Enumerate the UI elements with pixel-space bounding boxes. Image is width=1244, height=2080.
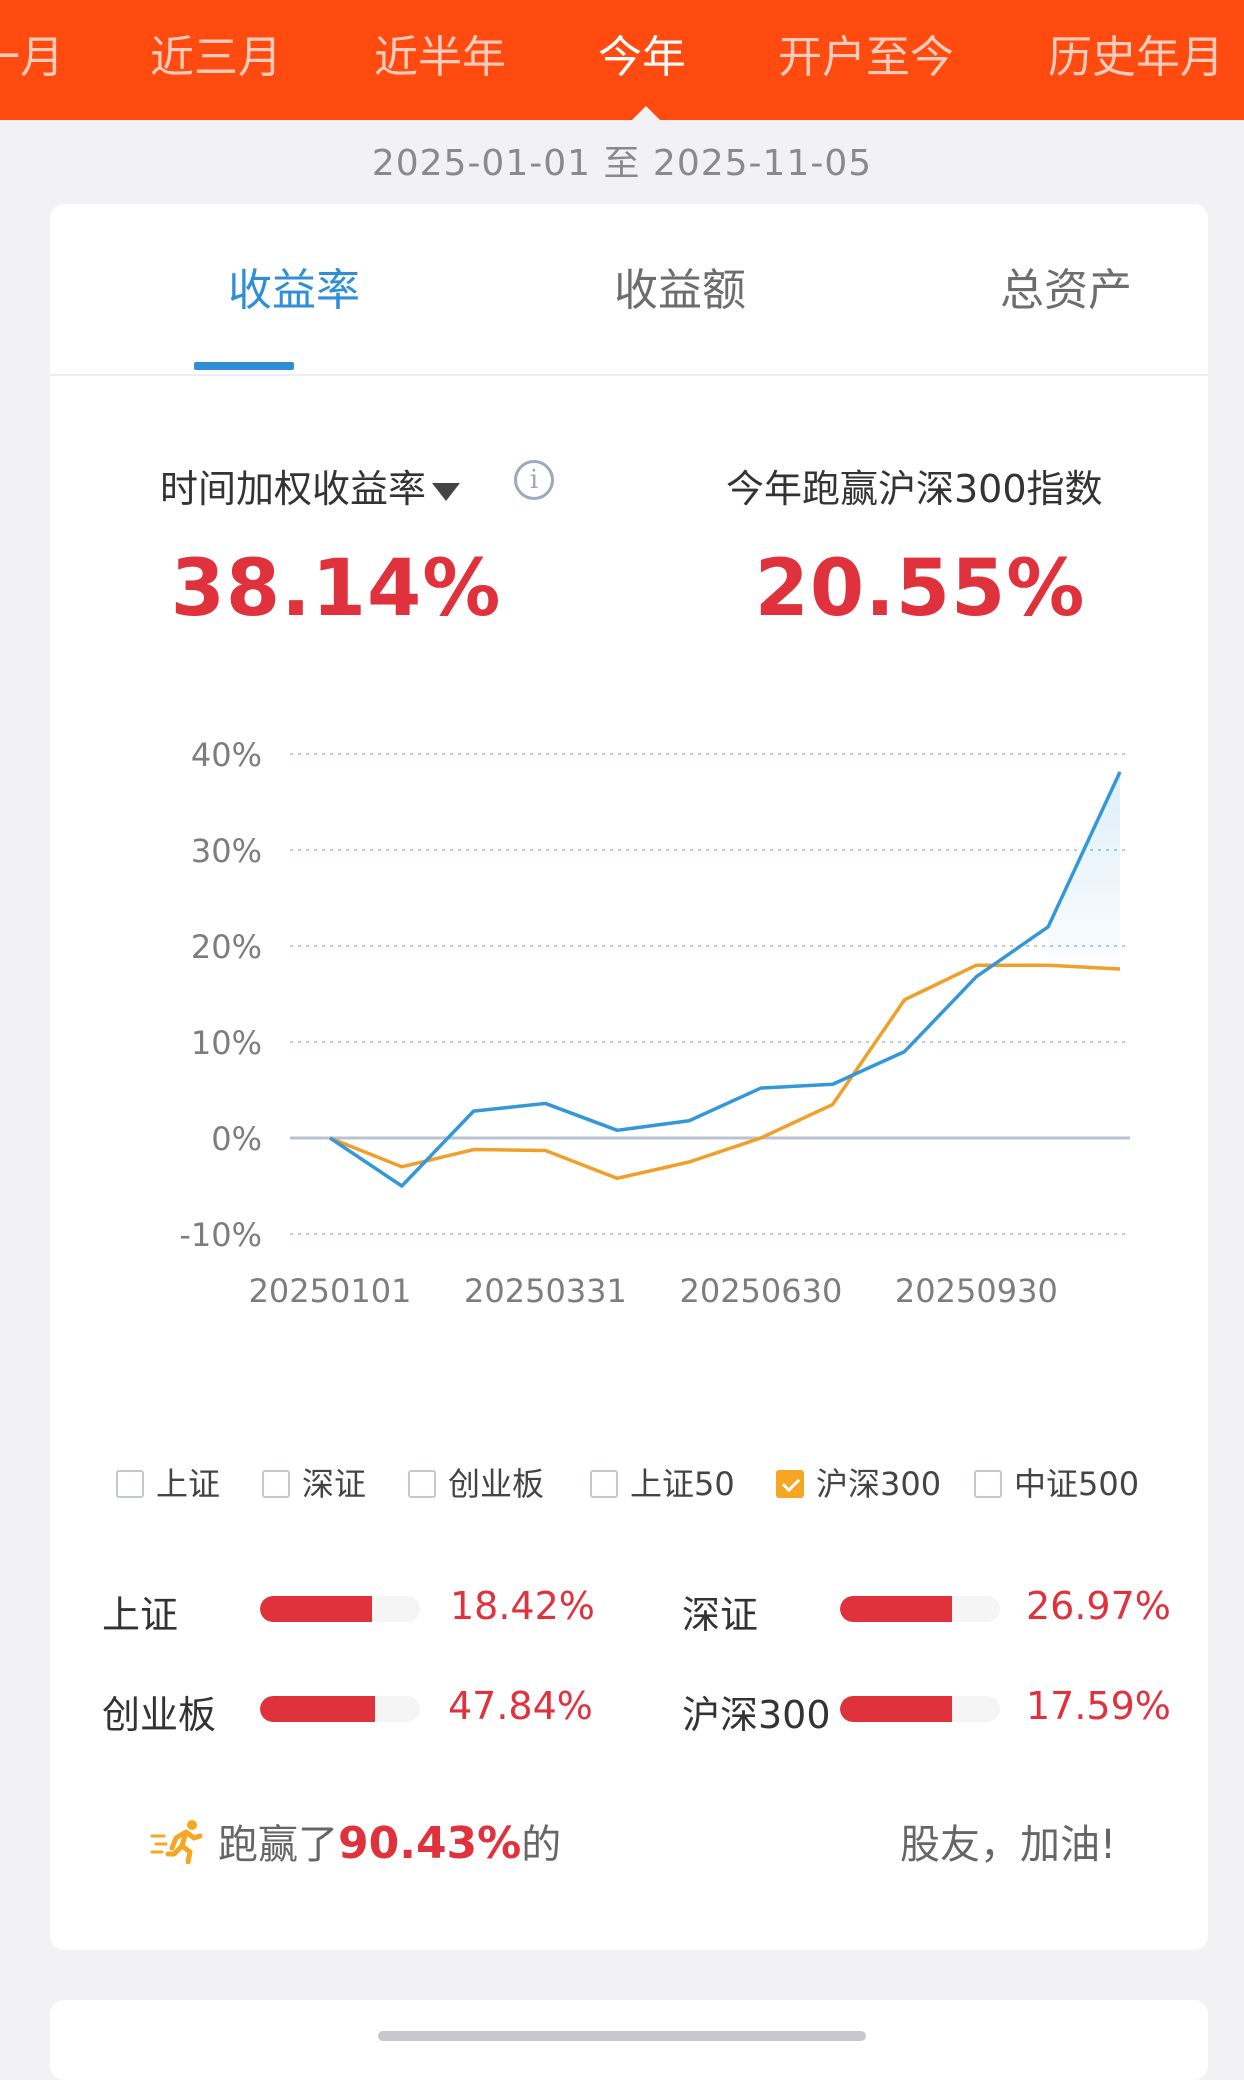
index-name-csi300: 沪深300 xyxy=(682,1693,831,1737)
y-tick-label: 20% xyxy=(191,928,262,966)
period-tab-bar: 一月 近三月 近半年 今年 开户至今 历史年月 xyxy=(0,0,1244,120)
legend-label: 深证 xyxy=(302,1465,367,1503)
legend-csi300[interactable]: 沪深300 xyxy=(776,1466,941,1502)
index-bar-shenzhen xyxy=(840,1596,1000,1622)
beat-percent: 90.43% xyxy=(338,1818,522,1869)
returns-card: 收益率 收益额 总资产 时间加权收益率 i 今年跑赢沪深300指数 38.14%… xyxy=(50,204,1208,1950)
index-name-shenzhen: 深证 xyxy=(682,1593,759,1637)
index-name-shanghai: 上证 xyxy=(102,1593,179,1637)
tab-half-year[interactable]: 近半年 xyxy=(374,32,506,83)
series-line xyxy=(329,771,1122,1188)
tab-divider xyxy=(50,374,1208,376)
legend-label: 中证500 xyxy=(1014,1465,1140,1503)
checkbox-checked-icon xyxy=(776,1470,804,1498)
index-bar-fill xyxy=(260,1696,376,1722)
beat-prefix: 跑赢了 xyxy=(218,1822,338,1868)
return-type-selector[interactable]: 时间加权收益率 xyxy=(160,458,461,513)
beat-index-value: 20.55% xyxy=(754,544,1086,634)
index-bar-fill xyxy=(840,1596,952,1622)
tab-three-months[interactable]: 近三月 xyxy=(150,32,282,83)
beat-percentile-text: 跑赢了90.43%的 xyxy=(218,1812,561,1870)
checkbox-icon xyxy=(590,1470,618,1498)
index-value-shanghai: 18.42% xyxy=(450,1584,595,1628)
dropdown-triangle-icon xyxy=(432,482,461,501)
legend-label: 上证 xyxy=(156,1465,221,1503)
info-icon[interactable]: i xyxy=(514,460,554,500)
index-value-csi300: 17.59% xyxy=(1026,1684,1171,1728)
tab-return-rate[interactable]: 收益率 xyxy=(228,265,360,316)
home-indicator xyxy=(378,2031,866,2041)
x-tick-label: 20250930 xyxy=(895,1272,1058,1310)
tab-total-assets[interactable]: 总资产 xyxy=(1000,265,1132,316)
y-tick-label: 30% xyxy=(191,832,262,870)
excess-return-area xyxy=(1048,771,1120,970)
tab-since-open[interactable]: 开户至今 xyxy=(778,32,954,83)
index-name-chinext: 创业板 xyxy=(102,1693,217,1737)
index-bar-fill xyxy=(260,1596,372,1622)
x-tick-label: 20250630 xyxy=(679,1272,842,1310)
legend-shenzhen[interactable]: 深证 xyxy=(262,1466,366,1502)
active-tab-caret xyxy=(632,106,660,120)
legend-label: 沪深300 xyxy=(816,1465,942,1503)
beat-tail-text: 股友，加油! xyxy=(900,1822,1117,1868)
x-tick-label: 20250331 xyxy=(464,1272,627,1310)
time-weighted-return-value: 38.14% xyxy=(170,544,502,634)
legend-shanghai[interactable]: 上证 xyxy=(116,1466,220,1502)
checkbox-icon xyxy=(116,1470,144,1498)
beat-suffix: 的 xyxy=(521,1822,562,1868)
y-tick-label: 0% xyxy=(211,1120,262,1158)
tab-this-year[interactable]: 今年 xyxy=(598,32,686,83)
tab-return-amount[interactable]: 收益额 xyxy=(614,265,746,316)
return-type-label: 时间加权收益率 xyxy=(160,467,427,511)
active-tab-underline xyxy=(194,362,294,370)
legend-sse50[interactable]: 上证50 xyxy=(590,1466,735,1502)
index-bar-shanghai xyxy=(260,1596,420,1622)
legend-chinext[interactable]: 创业板 xyxy=(408,1466,544,1502)
checkbox-icon xyxy=(262,1470,290,1498)
index-value-chinext: 47.84% xyxy=(448,1684,593,1728)
y-tick-label: 40% xyxy=(191,736,262,774)
checkbox-icon xyxy=(974,1470,1002,1498)
legend-csi500[interactable]: 中证500 xyxy=(974,1466,1139,1502)
x-tick-label: 20250101 xyxy=(249,1272,412,1310)
date-range: 2025-01-01 至 2025-11-05 xyxy=(371,143,873,184)
runner-icon xyxy=(150,1820,203,1864)
index-value-shenzhen: 26.97% xyxy=(1026,1584,1171,1628)
return-chart: 40% 30% 20% 10% 0% -10% 20250101 20250331 20250… xyxy=(179,736,1130,1310)
y-tick-label: 10% xyxy=(191,1024,262,1062)
series-line xyxy=(329,963,1121,1181)
checkbox-icon xyxy=(408,1470,436,1498)
index-bar-csi300 xyxy=(840,1696,1000,1722)
index-bar-chinext xyxy=(260,1696,420,1722)
legend-label: 上证50 xyxy=(630,1465,735,1503)
index-bar-fill xyxy=(840,1696,952,1722)
beat-index-label: 今年跑赢沪深300指数 xyxy=(726,467,1103,511)
y-tick-label: -10% xyxy=(179,1216,262,1254)
legend-label: 创业板 xyxy=(448,1465,545,1503)
tab-one-month[interactable]: 一月 xyxy=(0,32,64,83)
tab-history-year-month[interactable]: 历史年月 xyxy=(1048,32,1224,83)
